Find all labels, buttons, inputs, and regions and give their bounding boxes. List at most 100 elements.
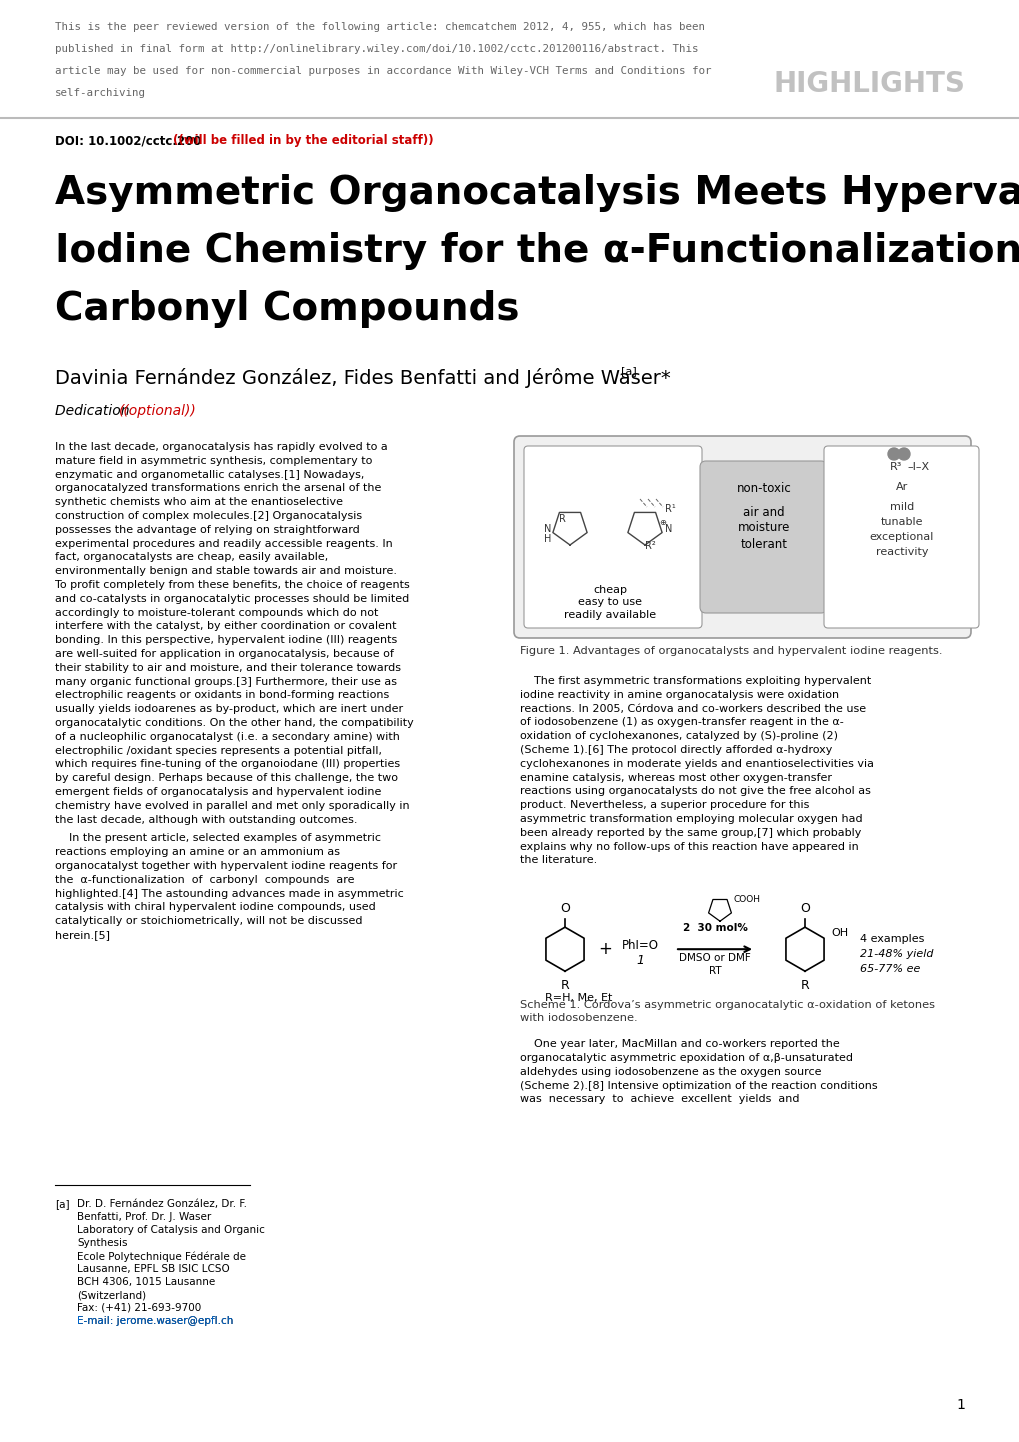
- Text: N: N: [664, 523, 672, 534]
- Text: Figure 1. Advantages of organocatalysts and hypervalent iodine reagents.: Figure 1. Advantages of organocatalysts …: [520, 646, 942, 656]
- Text: tunable: tunable: [879, 518, 922, 526]
- Text: explains why no follow-ups of this reaction have appeared in: explains why no follow-ups of this react…: [520, 842, 858, 852]
- Text: Ar: Ar: [895, 482, 907, 492]
- Text: electrophilic /oxidant species represents a potential pitfall,: electrophilic /oxidant species represent…: [55, 746, 382, 756]
- Text: reactions using organocatalysts do not give the free alcohol as: reactions using organocatalysts do not g…: [520, 786, 870, 796]
- Text: mature field in asymmetric synthesis, complementary to: mature field in asymmetric synthesis, co…: [55, 456, 372, 466]
- Text: To profit completely from these benefits, the choice of reagents: To profit completely from these benefits…: [55, 580, 410, 590]
- Text: organocatalytic conditions. On the other hand, the compatibility: organocatalytic conditions. On the other…: [55, 718, 414, 728]
- Text: O: O: [559, 903, 570, 916]
- Text: O: O: [799, 903, 809, 916]
- Text: construction of complex molecules.[2] Organocatalysis: construction of complex molecules.[2] Or…: [55, 510, 362, 521]
- Text: catalytically or stoichiometrically, will not be discussed: catalytically or stoichiometrically, wil…: [55, 916, 362, 926]
- Text: 2  30 mol%: 2 30 mol%: [682, 923, 747, 933]
- Text: tolerant: tolerant: [740, 538, 787, 551]
- Text: [a]: [a]: [55, 1198, 69, 1208]
- Text: DOI: 10.1002/cctc.200: DOI: 10.1002/cctc.200: [55, 134, 201, 147]
- Text: 1: 1: [955, 1397, 964, 1412]
- Text: –I–X: –I–X: [906, 461, 928, 472]
- Text: readily available: readily available: [564, 610, 655, 620]
- Text: cheap: cheap: [592, 585, 627, 596]
- Text: E-mail: jerome.waser@epfl.ch: E-mail: jerome.waser@epfl.ch: [76, 1317, 233, 1327]
- Text: +: +: [597, 940, 611, 957]
- Text: R²: R²: [644, 541, 655, 551]
- Text: H: H: [544, 534, 551, 544]
- Text: the  α-functionalization  of  carbonyl  compounds  are: the α-functionalization of carbonyl comp…: [55, 875, 355, 885]
- Text: reactions. In 2005, Córdova and co-workers described the use: reactions. In 2005, Córdova and co-worke…: [520, 704, 865, 714]
- Text: reactions employing an amine or an ammonium as: reactions employing an amine or an ammon…: [55, 848, 339, 857]
- Text: easy to use: easy to use: [578, 597, 641, 607]
- Text: cyclohexanones in moderate yields and enantioselectivities via: cyclohexanones in moderate yields and en…: [520, 758, 873, 769]
- Text: fact, organocatalysts are cheap, easily available,: fact, organocatalysts are cheap, easily …: [55, 552, 328, 562]
- Text: environmentally benign and stable towards air and moisture.: environmentally benign and stable toward…: [55, 567, 396, 577]
- Text: accordingly to moisture-tolerant compounds which do not: accordingly to moisture-tolerant compoun…: [55, 607, 378, 617]
- Text: ⊕: ⊕: [659, 518, 665, 526]
- Text: This is the peer reviewed version of the following article: chemcatchem 2012, 4,: This is the peer reviewed version of the…: [55, 22, 704, 32]
- Text: non-toxic: non-toxic: [736, 482, 791, 495]
- Text: their stability to air and moisture, and their tolerance towards: their stability to air and moisture, and…: [55, 663, 400, 673]
- FancyBboxPatch shape: [514, 435, 970, 637]
- Text: (Scheme 1).[6] The protocol directly afforded α-hydroxy: (Scheme 1).[6] The protocol directly aff…: [520, 746, 832, 756]
- Circle shape: [897, 448, 909, 460]
- Text: N: N: [544, 523, 551, 534]
- Text: the literature.: the literature.: [520, 855, 597, 865]
- Text: R: R: [800, 979, 809, 992]
- Text: enamine catalysis, whereas most other oxygen-transfer: enamine catalysis, whereas most other ox…: [520, 773, 832, 783]
- Text: with iodosobenzene.: with iodosobenzene.: [520, 1014, 637, 1024]
- Text: moisture: moisture: [737, 521, 790, 534]
- Text: One year later, MacMillan and co-workers reported the: One year later, MacMillan and co-workers…: [520, 1040, 839, 1050]
- Text: electrophilic reagents or oxidants in bond-forming reactions: electrophilic reagents or oxidants in bo…: [55, 691, 389, 701]
- Text: Benfatti, Prof. Dr. J. Waser: Benfatti, Prof. Dr. J. Waser: [76, 1211, 211, 1221]
- Text: R: R: [560, 979, 569, 992]
- Text: experimental procedures and readily accessible reagents. In: experimental procedures and readily acce…: [55, 539, 392, 548]
- Text: R=H, Me, Et: R=H, Me, Et: [544, 994, 611, 1004]
- Text: DMSO or DMF: DMSO or DMF: [679, 953, 750, 963]
- Text: Laboratory of Catalysis and Organic: Laboratory of Catalysis and Organic: [76, 1226, 265, 1234]
- Text: exceptional: exceptional: [869, 532, 933, 542]
- Text: bonding. In this perspective, hypervalent iodine (III) reagents: bonding. In this perspective, hypervalen…: [55, 634, 396, 645]
- Text: chemistry have evolved in parallel and met only sporadically in: chemistry have evolved in parallel and m…: [55, 800, 410, 810]
- Text: oxidation of cyclohexanones, catalyzed by (S)-proline (2): oxidation of cyclohexanones, catalyzed b…: [520, 731, 838, 741]
- Text: 1: 1: [636, 955, 643, 968]
- Text: mild: mild: [889, 502, 913, 512]
- Text: HIGHLIGHTS: HIGHLIGHTS: [772, 71, 964, 98]
- Text: asymmetric transformation employing molecular oxygen had: asymmetric transformation employing mole…: [520, 813, 862, 823]
- Text: RT: RT: [708, 966, 720, 976]
- Text: ((will be filled in by the editorial staff)): ((will be filled in by the editorial sta…: [173, 134, 433, 147]
- Text: many organic functional groups.[3] Furthermore, their use as: many organic functional groups.[3] Furth…: [55, 676, 396, 686]
- Text: of a nucleophilic organocatalyst (i.e. a secondary amine) with: of a nucleophilic organocatalyst (i.e. a…: [55, 731, 399, 741]
- Text: In the last decade, organocatalysis has rapidly evolved to a: In the last decade, organocatalysis has …: [55, 443, 387, 451]
- FancyBboxPatch shape: [524, 446, 701, 629]
- Text: self-archiving: self-archiving: [55, 88, 146, 98]
- Text: article may be used for non-commercial purposes in accordance With Wiley-VCH Ter: article may be used for non-commercial p…: [55, 66, 711, 76]
- Text: usually yields iodoarenes as by-product, which are inert under: usually yields iodoarenes as by-product,…: [55, 704, 403, 714]
- Text: R: R: [558, 513, 565, 523]
- Text: BCH 4306, 1015 Lausanne: BCH 4306, 1015 Lausanne: [76, 1278, 215, 1288]
- Text: PhI=O: PhI=O: [621, 939, 658, 952]
- Text: Iodine Chemistry for the α-Functionalization of: Iodine Chemistry for the α-Functionaliza…: [55, 232, 1019, 270]
- Text: enzymatic and organometallic catalyses.[1] Nowadays,: enzymatic and organometallic catalyses.[…: [55, 470, 364, 480]
- Text: organocatalytic asymmetric epoxidation of α,β-unsaturated: organocatalytic asymmetric epoxidation o…: [520, 1053, 852, 1063]
- Text: Scheme 1. Córdova’s asymmetric organocatalytic α-oxidation of ketones: Scheme 1. Córdova’s asymmetric organocat…: [520, 999, 934, 1009]
- Text: aldehydes using iodosobenzene as the oxygen source: aldehydes using iodosobenzene as the oxy…: [520, 1067, 820, 1077]
- Text: interfere with the catalyst, by either coordination or covalent: interfere with the catalyst, by either c…: [55, 622, 396, 632]
- Text: Davinia Fernández González, Fides Benfatti and Jérôme Waser*: Davinia Fernández González, Fides Benfat…: [55, 368, 671, 388]
- Text: the last decade, although with outstanding outcomes.: the last decade, although with outstandi…: [55, 815, 357, 825]
- Text: herein.[5]: herein.[5]: [55, 930, 110, 940]
- Text: are well-suited for application in organocatalysis, because of: are well-suited for application in organ…: [55, 649, 393, 659]
- Text: iodine reactivity in amine organocatalysis were oxidation: iodine reactivity in amine organocatalys…: [520, 689, 839, 699]
- Text: COOH: COOH: [734, 894, 760, 904]
- FancyBboxPatch shape: [823, 446, 978, 629]
- Text: Dedication: Dedication: [55, 404, 133, 418]
- Text: In the present article, selected examples of asymmetric: In the present article, selected example…: [55, 833, 381, 844]
- Text: product. Nevertheless, a superior procedure for this: product. Nevertheless, a superior proced…: [520, 800, 809, 810]
- Text: catalysis with chiral hypervalent iodine compounds, used: catalysis with chiral hypervalent iodine…: [55, 903, 375, 913]
- Text: air and: air and: [743, 506, 784, 519]
- Text: 4 examples: 4 examples: [859, 934, 923, 945]
- Text: (Scheme 2).[8] Intensive optimization of the reaction conditions: (Scheme 2).[8] Intensive optimization of…: [520, 1080, 876, 1090]
- Text: Synthesis: Synthesis: [76, 1239, 127, 1247]
- FancyBboxPatch shape: [699, 461, 826, 613]
- Text: Dr. D. Fernández González, Dr. F.: Dr. D. Fernández González, Dr. F.: [76, 1198, 247, 1208]
- Text: organocatalyst together with hypervalent iodine reagents for: organocatalyst together with hypervalent…: [55, 861, 396, 871]
- Text: OH: OH: [830, 929, 847, 939]
